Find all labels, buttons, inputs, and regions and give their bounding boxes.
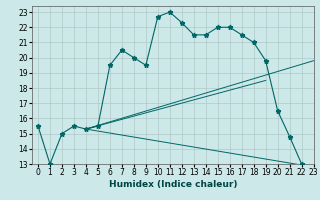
X-axis label: Humidex (Indice chaleur): Humidex (Indice chaleur)	[108, 180, 237, 189]
